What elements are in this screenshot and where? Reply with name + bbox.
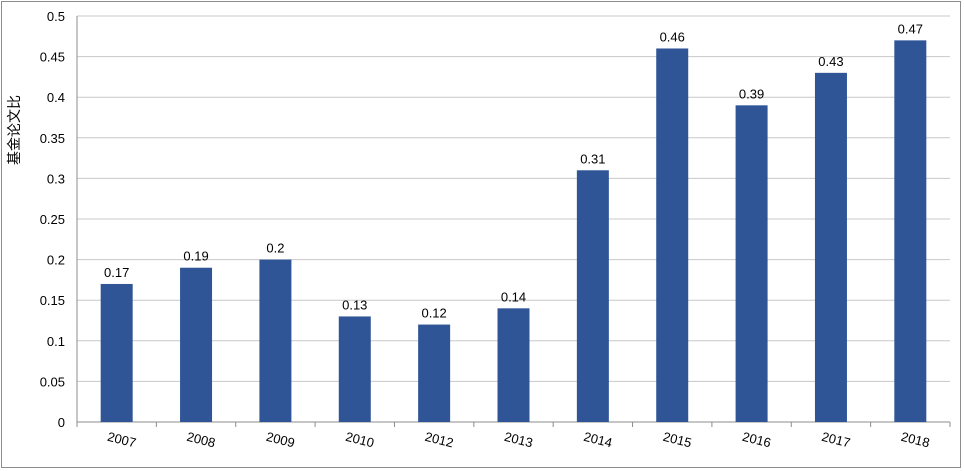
x-tick-label-2009: 2009	[265, 429, 297, 451]
x-tick-label-2007: 2007	[106, 429, 138, 451]
x-tick-label-2016: 2016	[741, 429, 773, 451]
y-tick-label: 0.15	[40, 293, 65, 308]
y-tick-label: 0.3	[47, 171, 65, 186]
y-tick-label: 0.45	[40, 50, 65, 65]
y-tick-label: 0.1	[47, 334, 65, 349]
y-tick-label: 0.5	[47, 9, 65, 24]
y-tick-label: 0.4	[47, 90, 65, 105]
x-tick-label-2013: 2013	[503, 429, 535, 451]
bar-2016	[735, 105, 768, 422]
x-tick-label-2017: 2017	[820, 429, 852, 451]
data-label-2012: 0.12	[421, 306, 446, 321]
bar-2009	[259, 259, 292, 422]
y-tick-label: 0.35	[40, 131, 65, 146]
data-label-2017: 0.43	[818, 54, 843, 69]
bar-2010	[338, 316, 371, 422]
data-label-2015: 0.46	[660, 29, 685, 44]
data-label-2013: 0.14	[501, 289, 526, 304]
data-label-2008: 0.19	[183, 249, 208, 264]
x-tick-label-2015: 2015	[661, 429, 693, 451]
bar-2007	[100, 283, 133, 422]
y-tick-label: 0.05	[40, 374, 65, 389]
data-label-2014: 0.31	[580, 151, 605, 166]
y-tick-label: 0	[58, 415, 65, 430]
data-label-2018: 0.47	[898, 21, 923, 36]
bar-2014	[576, 170, 609, 422]
bar-2008	[180, 267, 213, 422]
y-axis-label: 基金论文比	[6, 95, 23, 165]
x-tick-label-2010: 2010	[344, 429, 376, 451]
x-tick-label-2008: 2008	[185, 429, 217, 451]
bar-2013	[497, 308, 530, 422]
y-tick-label: 0.2	[47, 253, 65, 268]
x-tick-label-2012: 2012	[423, 429, 455, 451]
data-label-2009: 0.2	[266, 241, 284, 256]
bar-2017	[814, 72, 847, 422]
data-label-2010: 0.13	[342, 297, 367, 312]
x-tick-label-2018: 2018	[900, 429, 932, 451]
bar-2012	[418, 324, 451, 422]
x-tick-label-2014: 2014	[582, 429, 614, 451]
data-label-2007: 0.17	[104, 265, 129, 280]
y-tick-label: 0.25	[40, 212, 65, 227]
bar-2018	[894, 40, 927, 423]
data-label-2016: 0.39	[739, 86, 764, 101]
bar-2015	[656, 48, 689, 422]
